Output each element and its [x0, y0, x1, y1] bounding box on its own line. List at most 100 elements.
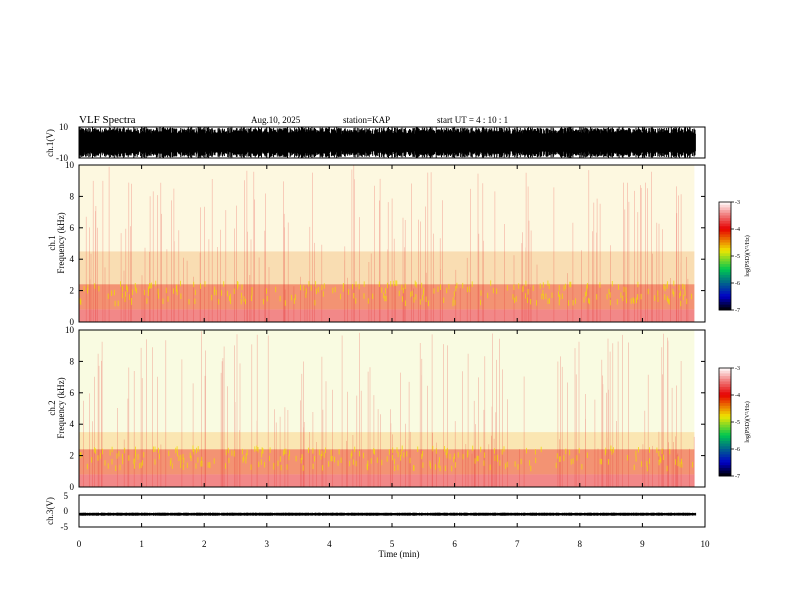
colorbar-segment [719, 427, 731, 431]
ch3-waveform-ylabel: ch.3(V) [45, 497, 55, 525]
colorbar-segment [719, 307, 731, 311]
colorbar-segment [719, 419, 731, 423]
ytick-label: 2 [70, 451, 75, 461]
colorbar-segment [719, 220, 731, 224]
colorbar-tick-label: -7 [735, 308, 740, 314]
xtick-label: 8 [578, 539, 583, 549]
colorbar-segment [719, 283, 731, 287]
colorbar-segment [719, 467, 731, 471]
ch3-waveform-line [78, 512, 697, 516]
colorbar-segment [719, 237, 731, 241]
ch1-ytick-bottom: -10 [56, 153, 68, 163]
ytick-label: 4 [70, 254, 75, 264]
colorbar-segment [719, 459, 731, 463]
colorbar-tick-label: -5 [735, 420, 740, 426]
colorbar-segment [719, 223, 731, 227]
colorbar-tick-label: -5 [735, 254, 740, 260]
ytick-label: 0 [70, 317, 75, 327]
date-label: Aug.10, 2025 [251, 115, 301, 125]
ch2-spectrogram-ylabel-frequency: Frequency (kHz) [56, 377, 66, 438]
spectrogram-yellow-emission [78, 280, 693, 307]
colorbar-segment [719, 256, 731, 260]
colorbar-segment [719, 210, 731, 214]
colorbar-segment [719, 269, 731, 273]
colorbar-label: log(PSD)(V²/Hz) [744, 235, 751, 276]
colorbar-segment [719, 454, 731, 458]
ytick-label: 10 [65, 325, 75, 335]
spectrogram-band [79, 284, 695, 310]
xtick-label: 10 [701, 539, 711, 549]
colorbar-segment [719, 389, 731, 393]
ch2-spectrogram-panel: 0 2 4 6 8 10 ch.2 Frequency (kHz) -3 -4 -5 -6 -7 l… [47, 325, 751, 492]
time-axis-ticks: 0 1 2 3 4 5 6 7 8 9 10 [77, 127, 710, 549]
spectrogram-impulse-streaks [83, 331, 695, 487]
colorbar-segment [719, 274, 731, 278]
colorbar-segment [719, 304, 731, 308]
colorbar-tick-label: -4 [735, 393, 740, 399]
colorbar-tick-label: -7 [735, 474, 740, 480]
colorbar-segment [719, 400, 731, 404]
spectrogram-band [79, 309, 695, 322]
xtick-label: 1 [139, 539, 144, 549]
colorbar-segment [719, 386, 731, 390]
colorbar-segment [719, 378, 731, 382]
colorbar-segment [719, 384, 731, 388]
colorbar-segment [719, 397, 731, 401]
spectrogram-band [79, 165, 695, 252]
colorbar-segment [719, 299, 731, 303]
colorbar-segment [719, 451, 731, 455]
xtick-label: 7 [515, 539, 520, 549]
colorbar-segment [719, 408, 731, 412]
ytick-label: 0 [70, 482, 75, 492]
colorbar-segment [719, 370, 731, 374]
colorbar-segment [719, 204, 731, 208]
colorbar-segment [719, 373, 731, 377]
colorbar-segment [719, 443, 731, 447]
colorbar-segment [719, 280, 731, 284]
colorbar-segment [719, 296, 731, 300]
colorbar-segment [719, 291, 731, 295]
ch1-spectrogram-ylabel-frequency: Frequency (kHz) [56, 212, 66, 273]
ch1-spectrogram-ylabel-channel: ch.1 [47, 235, 57, 250]
colorbar-segment [719, 218, 731, 222]
colorbar-segment [719, 440, 731, 444]
colorbar-segment [719, 381, 731, 385]
colorbar-segment [719, 438, 731, 442]
colorbar-segment [719, 229, 731, 233]
colorbar-tick-label: -6 [735, 447, 740, 453]
colorbar-segment [719, 301, 731, 305]
colorbar-segment [719, 449, 731, 453]
xtick-label: 6 [452, 539, 457, 549]
ch3-waveform-trace [78, 512, 697, 516]
ch1-waveform-line [78, 127, 696, 158]
ch1-spectrogram-yticks: 0 2 4 6 8 10 [65, 160, 705, 327]
ch2-spectrogram-yticks: 0 2 4 6 8 10 [65, 325, 705, 492]
xtick-label: 4 [327, 539, 332, 549]
ch2-spectrogram-ylabel-channel: ch.2 [47, 400, 57, 415]
ch3-ytick-bottom: -5 [61, 522, 69, 532]
figure-title: VLF Spectra [79, 114, 136, 126]
colorbar-segment [719, 405, 731, 409]
colorbar-tick-label: -3 [735, 200, 740, 206]
colorbar-tick-label: -6 [735, 281, 740, 287]
xtick-label: 3 [265, 539, 270, 549]
colorbar-segment [719, 403, 731, 407]
spectrogram-impulse-streaks [85, 165, 689, 322]
xtick-label: 5 [390, 539, 395, 549]
ch2-colorbar: -3 -4 -5 -6 -7 log(PSD)(V²/Hz) [718, 366, 751, 480]
colorbar-segment [719, 470, 731, 474]
colorbar-segment [719, 446, 731, 450]
ytick-label: 6 [70, 223, 75, 233]
ch1-colorbar: -3 -4 -5 -6 -7 log(PSD)(V²/Hz) [718, 200, 751, 314]
colorbar-segment [719, 245, 731, 249]
ytick-label: 4 [70, 419, 75, 429]
colorbar-segment [719, 234, 731, 238]
ytick-label: 10 [65, 160, 75, 170]
ch1-waveform-panel: 10 -10 ch.1(V) [45, 122, 706, 163]
colorbar-segment [719, 231, 731, 235]
colorbar-segment [719, 253, 731, 257]
xtick-label: 9 [640, 539, 645, 549]
colorbar-segment [719, 202, 731, 206]
colorbar-segment [719, 473, 731, 477]
spectrogram-band [79, 251, 695, 285]
